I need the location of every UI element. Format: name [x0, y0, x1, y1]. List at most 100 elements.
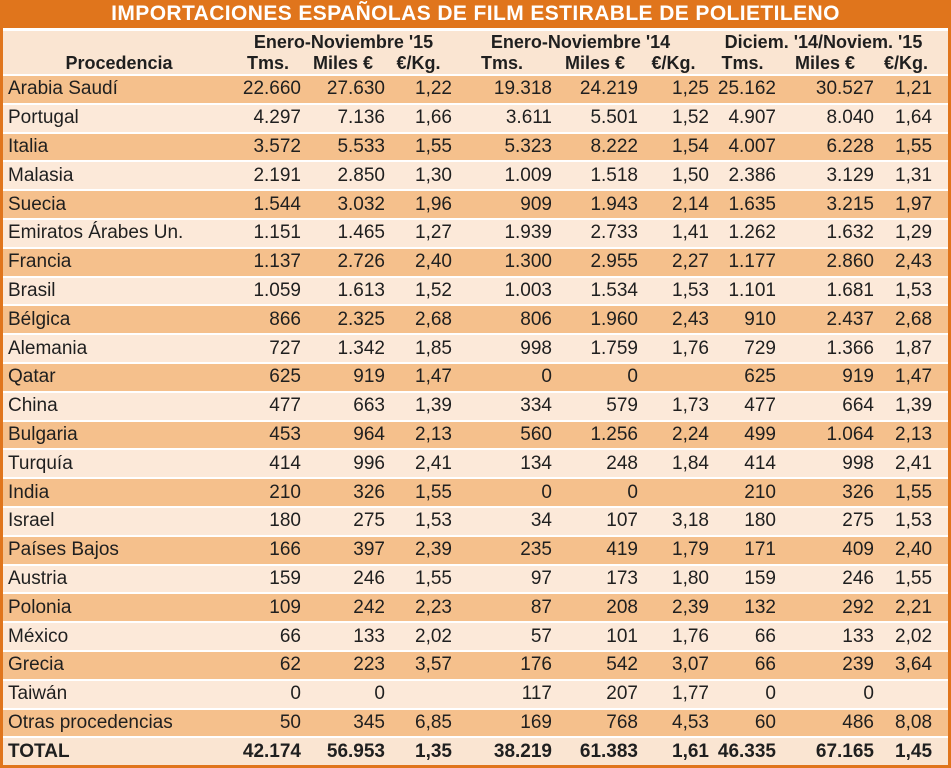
- value-cell: 919: [776, 362, 874, 393]
- value-cell: 1,76: [638, 622, 709, 652]
- value-cell: 210: [235, 478, 301, 508]
- value-cell: 1,66: [385, 103, 452, 134]
- value-cell: 6.228: [776, 132, 874, 163]
- value-cell: 486: [776, 708, 874, 739]
- value-cell: 2,43: [638, 305, 709, 336]
- procedencia-cell: Italia: [3, 132, 235, 163]
- value-cell: 207: [552, 679, 638, 710]
- value-cell: 2,39: [385, 535, 452, 566]
- value-cell: 133: [776, 622, 874, 652]
- value-cell: 171: [709, 535, 776, 566]
- value-cell: 0: [452, 478, 552, 508]
- value-cell: 560: [452, 420, 552, 451]
- value-cell: 1,47: [385, 362, 452, 393]
- value-cell: 345: [301, 708, 385, 739]
- value-cell: 3.611: [452, 103, 552, 134]
- value-cell: 3,18: [638, 506, 709, 537]
- value-cell: 3.032: [301, 190, 385, 220]
- value-cell: 1.064: [776, 420, 874, 451]
- value-cell: 34: [452, 506, 552, 537]
- value-cell: 909: [452, 190, 552, 220]
- value-cell: 208: [552, 593, 638, 624]
- total-row: TOTAL 42.174 56.953 1,35 38.219 61.383 1,61 46.…: [3, 737, 948, 765]
- value-cell: 1,64: [874, 103, 948, 134]
- value-cell: 664: [776, 391, 874, 422]
- value-cell: 1.632: [776, 218, 874, 249]
- column-header-procedencia: Procedencia: [3, 53, 235, 76]
- value-cell: 223: [301, 650, 385, 681]
- value-cell: 62: [235, 650, 301, 681]
- value-cell: 1.939: [452, 218, 552, 249]
- procedencia-cell: Bélgica: [3, 305, 235, 336]
- value-cell: 275: [301, 506, 385, 537]
- value-cell: 8.222: [552, 132, 638, 163]
- value-cell: 1,53: [385, 506, 452, 537]
- table-row: Bélgica 866 2.325 2,68 806 1.960 2,43 910 2.437 2…: [3, 305, 948, 336]
- value-cell: 2,43: [874, 247, 948, 278]
- value-cell: 1,55: [385, 132, 452, 163]
- procedencia-cell: Taiwán: [3, 679, 235, 710]
- value-cell: 3.129: [776, 161, 874, 192]
- value-cell: [385, 679, 452, 710]
- value-cell: 477: [235, 391, 301, 422]
- value-cell: 3,57: [385, 650, 452, 681]
- procedencia-cell: Suecia: [3, 190, 235, 220]
- column-header-miles-3: Miles €: [776, 53, 874, 76]
- value-cell: 1,27: [385, 218, 452, 249]
- value-cell: 5.533: [301, 132, 385, 163]
- value-cell: 1.544: [235, 190, 301, 220]
- value-cell: 2,21: [874, 593, 948, 624]
- value-cell: 2.860: [776, 247, 874, 278]
- value-cell: 2,24: [638, 420, 709, 451]
- value-cell: 6,85: [385, 708, 452, 739]
- procedencia-cell: México: [3, 622, 235, 652]
- value-cell: 1,30: [385, 161, 452, 192]
- table-row: Alemania 727 1.342 1,85 998 1.759 1,76 729 1.366…: [3, 334, 948, 364]
- value-cell: 1,47: [874, 362, 948, 393]
- value-cell: 134: [452, 449, 552, 480]
- value-cell: 334: [452, 391, 552, 422]
- value-cell: 19.318: [452, 75, 552, 105]
- value-cell: 4.297: [235, 103, 301, 134]
- value-cell: 1,55: [874, 132, 948, 163]
- value-cell: 1,76: [638, 334, 709, 364]
- table-row: Taiwán 0 0 117 207 1,77 0 0: [3, 679, 948, 710]
- value-cell: 4.007: [709, 132, 776, 163]
- value-cell: 1,55: [874, 478, 948, 508]
- table-row: México 66 133 2,02 57 101 1,76 66 133 2,02: [3, 622, 948, 652]
- value-cell: 1.534: [552, 276, 638, 307]
- value-cell: 2.437: [776, 305, 874, 336]
- column-header-eurkg-1: €/Kg.: [385, 53, 452, 76]
- value-cell: 2.191: [235, 161, 301, 192]
- value-cell: 729: [709, 334, 776, 364]
- value-cell: 1.137: [235, 247, 301, 278]
- value-cell: 1,54: [638, 132, 709, 163]
- value-cell: 1,97: [874, 190, 948, 220]
- procedencia-cell: China: [3, 391, 235, 422]
- value-cell: 326: [301, 478, 385, 508]
- table-row: Emiratos Árabes Un. 1.151 1.465 1,27 1.939 2.…: [3, 218, 948, 249]
- value-cell: 2,27: [638, 247, 709, 278]
- value-cell: 910: [709, 305, 776, 336]
- value-cell: 625: [235, 362, 301, 393]
- value-cell: 2,39: [638, 593, 709, 624]
- value-cell: 542: [552, 650, 638, 681]
- value-cell: 1,31: [874, 161, 948, 192]
- value-cell: 1,87: [874, 334, 948, 364]
- value-cell: 1,50: [638, 161, 709, 192]
- value-cell: 1,84: [638, 449, 709, 480]
- value-cell: 246: [301, 564, 385, 595]
- value-cell: 579: [552, 391, 638, 422]
- column-header-eurkg-3: €/Kg.: [874, 53, 948, 76]
- value-cell: 2,68: [874, 305, 948, 336]
- value-cell: 1.943: [552, 190, 638, 220]
- value-cell: 2,13: [385, 420, 452, 451]
- value-cell: 663: [301, 391, 385, 422]
- value-cell: 1.342: [301, 334, 385, 364]
- value-cell: 397: [301, 535, 385, 566]
- value-cell: [638, 478, 709, 508]
- value-cell: 180: [709, 506, 776, 537]
- value-cell: 22.660: [235, 75, 301, 105]
- value-cell: 1,52: [638, 103, 709, 134]
- value-cell: 107: [552, 506, 638, 537]
